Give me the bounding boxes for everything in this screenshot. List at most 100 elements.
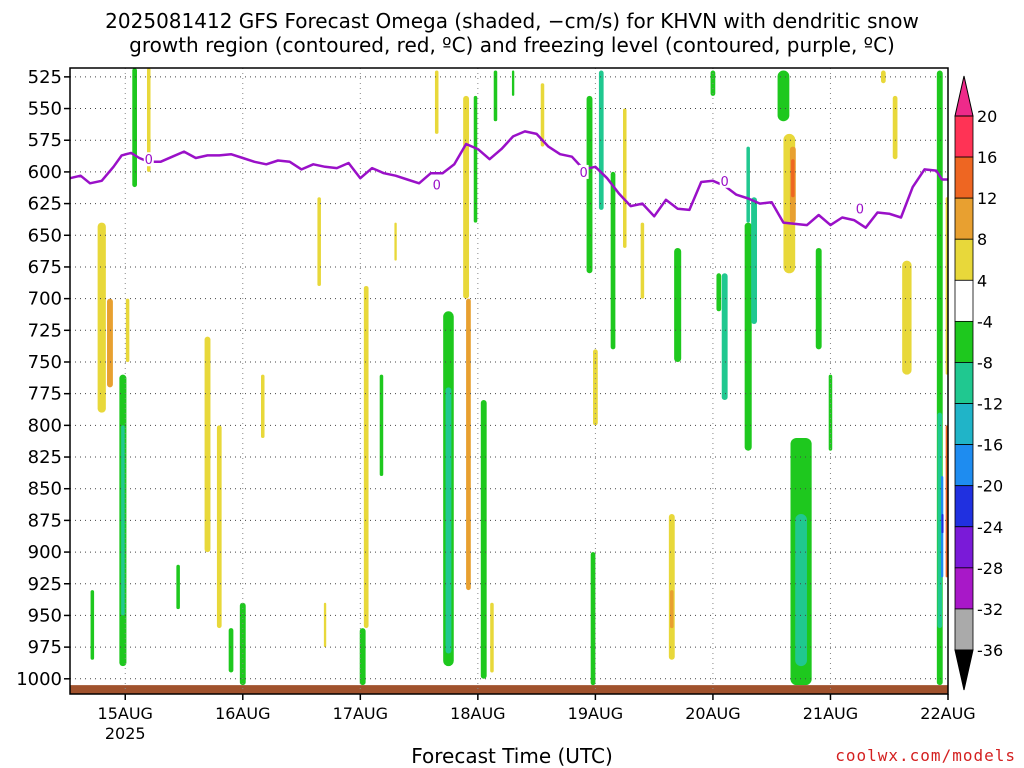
omega-patch-27	[490, 602, 494, 673]
x-tick-label-5: 20AUG	[685, 704, 740, 723]
colorbar-band-1	[954, 156, 974, 199]
y-tick-label-17: 950	[28, 605, 62, 626]
omega-patch-22	[445, 387, 452, 654]
omega-patch-53	[815, 247, 822, 350]
omega-patch-56	[892, 95, 898, 160]
freezing-label-bg-4	[854, 201, 865, 216]
y-tick-label-18: 975	[28, 637, 62, 658]
chart-title-line2: growth region (contoured, red, ºC) and f…	[129, 33, 895, 57]
omega-patch-38	[668, 514, 675, 660]
x-axis-label: Forecast Time (UTC)	[411, 744, 613, 768]
colorbar-label-6: -8	[977, 353, 993, 372]
omega-patch-33	[610, 171, 616, 350]
x-tick-label-4: 19AUG	[568, 704, 623, 723]
freezing-label-bg-1	[431, 177, 442, 192]
colorbar-label-7: -12	[977, 395, 1003, 414]
omega-patch-39	[670, 590, 674, 629]
source-credit[interactable]: coolwx.com/models	[835, 746, 1016, 765]
omega-patch-15	[323, 602, 327, 648]
omega-patch-46	[746, 146, 750, 223]
omega-patch-40	[674, 247, 682, 362]
omega-patch-23	[463, 95, 470, 299]
x-tick-label-6: 21AUG	[803, 704, 858, 723]
x-tick-label-1: 16AUG	[215, 704, 270, 723]
omega-patch-24	[466, 298, 471, 591]
omega-patch-44	[744, 222, 752, 451]
omega-patch-1	[146, 68, 151, 172]
colorbar-band-6	[954, 362, 974, 404]
omega-patch-8	[176, 564, 180, 610]
omega-patch-20	[434, 70, 439, 134]
omega-patch-30	[540, 83, 545, 147]
omega-patch-6	[90, 590, 95, 660]
colorbar-label-2: 12	[977, 189, 997, 208]
omega-patch-10	[216, 425, 222, 629]
colorbar-band-5	[954, 320, 974, 363]
y-tick-label-6: 675	[28, 257, 62, 278]
y-tick-label-16: 925	[28, 574, 62, 595]
colorbar-band-7	[954, 403, 974, 446]
omega-patch-32	[598, 70, 604, 210]
freezing-level-label-4: 0	[856, 203, 864, 218]
y-tick-label-2: 575	[28, 130, 62, 151]
colorbar-label-10: -24	[977, 518, 1003, 537]
terrain-band	[70, 685, 948, 694]
freezing-level-label-1: 0	[433, 179, 441, 194]
colorbar-label-9: -20	[977, 477, 1003, 496]
x-tick-label-0: 15AUG	[98, 704, 153, 723]
y-tick-label-9: 750	[28, 352, 62, 373]
omega-patch-34	[623, 108, 627, 248]
omega-patch-19	[394, 222, 397, 261]
colorbar-top-arrow	[954, 75, 974, 117]
colorbar-band-4	[954, 279, 974, 322]
omega-patch-50	[777, 70, 790, 122]
freezing-level-label-2: 0	[579, 166, 587, 181]
colorbar-band-3	[954, 238, 974, 281]
freezing-level-label-3: 0	[721, 175, 729, 190]
colorbar-bottom-arrow	[954, 649, 974, 691]
colorbar-label-1: 16	[977, 148, 997, 167]
y-tick-label-11: 800	[28, 415, 62, 436]
omega-patch-14	[317, 197, 321, 286]
omega-patch-5	[121, 425, 125, 616]
omega-patch-36	[590, 552, 596, 686]
omega-patch-37	[640, 222, 645, 299]
omega-patch-55	[881, 70, 886, 84]
y-tick-label-0: 525	[28, 67, 62, 88]
y-tick-label-4: 625	[28, 194, 62, 215]
omega-patch-54	[828, 374, 833, 451]
colorbar-label-0: 20	[977, 107, 997, 126]
y-tick-label-15: 900	[28, 542, 62, 563]
colorbar-label-12: -32	[977, 600, 1003, 619]
y-tick-label-10: 775	[28, 384, 62, 405]
omega-chart: 0 0 0 0 0 525 550 575 600 625 650 675 700 725 750 775 8…	[16, 67, 1003, 743]
omega-patch-7	[125, 298, 130, 362]
colorbar-band-12	[954, 608, 974, 651]
x-tick-label-3: 18AUG	[450, 704, 505, 723]
colorbar-label-8: -16	[977, 436, 1003, 455]
y-tick-label-5: 650	[28, 225, 62, 246]
chart-title-line1: 2025081412 GFS Forecast Omega (shaded, −…	[105, 9, 919, 33]
plot-frame	[69, 67, 949, 695]
y-tick-label-14: 875	[28, 510, 62, 531]
y-tick-label-7: 700	[28, 289, 62, 310]
colorbar-band-8	[954, 444, 974, 487]
omega-patch-28	[493, 70, 498, 122]
omega-patch-31	[586, 95, 593, 274]
omega-patch-16	[363, 285, 369, 629]
freezing-label-bg-2	[578, 164, 589, 179]
colorbar-band-10	[954, 526, 974, 569]
colorbar-label-4: 4	[977, 271, 987, 290]
omega-patch-11	[228, 628, 234, 673]
colorbar-band-2	[954, 197, 974, 240]
omega-patch-9	[204, 336, 211, 553]
freezing-label-bg-0	[143, 152, 154, 167]
omega-patch-57	[902, 260, 912, 375]
omega-patch-43	[721, 273, 728, 401]
y-tick-label-12: 825	[28, 447, 62, 468]
omega-patch-45	[751, 197, 758, 324]
omega-patch-61	[941, 514, 944, 534]
omega-patch-49	[791, 159, 795, 198]
colorbar-label-13: -36	[977, 641, 1003, 660]
colorbar-band-0	[954, 115, 974, 158]
